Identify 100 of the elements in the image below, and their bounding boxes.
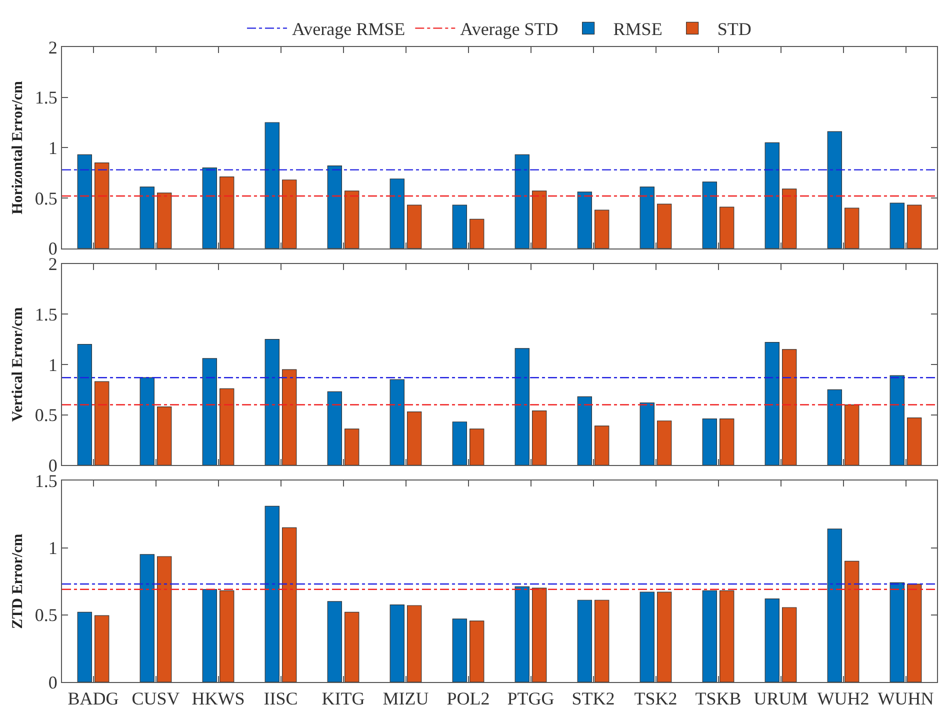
bar bbox=[782, 188, 797, 248]
bar bbox=[344, 428, 360, 466]
y-tick-label: 1 bbox=[48, 354, 58, 375]
bar bbox=[452, 618, 467, 682]
bar bbox=[827, 131, 842, 248]
bar bbox=[844, 404, 860, 466]
bar bbox=[470, 428, 484, 466]
bar bbox=[594, 210, 610, 248]
bar bbox=[77, 612, 92, 682]
bar bbox=[782, 349, 797, 466]
x-tick-label: HKWS bbox=[192, 688, 245, 709]
bar bbox=[220, 176, 234, 248]
bar bbox=[640, 402, 654, 466]
bar bbox=[327, 601, 342, 682]
bar bbox=[594, 426, 610, 466]
bar bbox=[390, 604, 404, 682]
bar bbox=[720, 590, 734, 682]
y-tick-label: 0.5 bbox=[34, 405, 58, 426]
bar bbox=[452, 204, 467, 248]
bar bbox=[577, 600, 592, 682]
y-tick-label: 1.5 bbox=[34, 304, 58, 324]
bar bbox=[202, 589, 217, 682]
y-tick-label: 1 bbox=[48, 138, 58, 158]
bar bbox=[720, 418, 734, 466]
bar bbox=[220, 590, 234, 682]
x-tick-label: URUM bbox=[754, 688, 808, 709]
legend-label: STD bbox=[717, 19, 752, 40]
bar bbox=[514, 586, 530, 682]
bar bbox=[282, 369, 297, 466]
x-tick-label: PTGG bbox=[507, 688, 554, 709]
bar bbox=[140, 554, 154, 682]
bar bbox=[77, 154, 92, 248]
bar bbox=[514, 348, 530, 466]
bar bbox=[702, 182, 717, 248]
bar bbox=[532, 588, 547, 682]
bar bbox=[827, 389, 842, 466]
bar bbox=[640, 186, 654, 248]
bar bbox=[657, 592, 672, 682]
x-tick-label: STK2 bbox=[572, 688, 615, 709]
y-tick-label: 0.5 bbox=[34, 188, 58, 208]
bar bbox=[407, 605, 422, 682]
bar bbox=[702, 590, 717, 682]
x-tick-label: KITG bbox=[322, 688, 365, 709]
bar bbox=[594, 600, 610, 682]
x-tick-label: POL2 bbox=[446, 688, 490, 709]
bar bbox=[764, 142, 780, 248]
bar bbox=[94, 381, 110, 466]
legend-label: Average RMSE bbox=[292, 19, 406, 40]
bar bbox=[264, 506, 280, 682]
bar bbox=[720, 206, 734, 248]
bar bbox=[782, 607, 797, 682]
x-tick-label: WUHN bbox=[878, 688, 934, 709]
bar bbox=[157, 556, 172, 682]
bar bbox=[140, 377, 154, 466]
x-tick-label: BADG bbox=[68, 688, 119, 709]
bar bbox=[344, 612, 360, 682]
y-tick-label: 1.5 bbox=[34, 88, 58, 108]
y-tick-label: 0 bbox=[48, 672, 58, 692]
bar bbox=[157, 406, 172, 466]
bar bbox=[470, 218, 484, 248]
bar bbox=[327, 391, 342, 466]
bar bbox=[657, 420, 672, 466]
bar bbox=[532, 190, 547, 248]
bar bbox=[577, 396, 592, 466]
bar bbox=[764, 598, 780, 682]
bar bbox=[202, 168, 217, 248]
bar bbox=[764, 342, 780, 466]
bar bbox=[327, 165, 342, 248]
x-tick-label: IISC bbox=[264, 688, 298, 709]
bar bbox=[282, 180, 297, 248]
bar bbox=[344, 190, 360, 248]
y-tick-label: 0.5 bbox=[34, 605, 58, 626]
x-tick-label: MIZU bbox=[382, 688, 429, 709]
legend-label: RMSE bbox=[613, 19, 662, 40]
bar bbox=[202, 358, 217, 466]
bar bbox=[282, 527, 297, 682]
bar bbox=[264, 122, 280, 248]
y-axis-title: Vertical Error/cm bbox=[10, 306, 26, 422]
bar bbox=[220, 388, 234, 466]
bar bbox=[140, 186, 154, 248]
bar bbox=[844, 560, 860, 682]
bar bbox=[890, 375, 904, 466]
bar bbox=[390, 379, 404, 466]
bar bbox=[390, 178, 404, 248]
bar bbox=[94, 162, 110, 248]
bar bbox=[94, 615, 110, 682]
y-tick-label: 2 bbox=[48, 37, 58, 58]
bar bbox=[77, 344, 92, 466]
bar bbox=[407, 412, 422, 466]
x-tick-label: TSKB bbox=[695, 688, 742, 709]
bar bbox=[407, 204, 422, 248]
bar bbox=[640, 592, 654, 682]
bar bbox=[657, 204, 672, 248]
bar bbox=[702, 418, 717, 466]
y-tick-label: 1 bbox=[48, 538, 58, 558]
bar bbox=[452, 422, 467, 466]
bar bbox=[470, 620, 484, 682]
bar bbox=[532, 410, 547, 466]
bar bbox=[514, 154, 530, 248]
x-tick-label: WUH2 bbox=[817, 688, 870, 709]
